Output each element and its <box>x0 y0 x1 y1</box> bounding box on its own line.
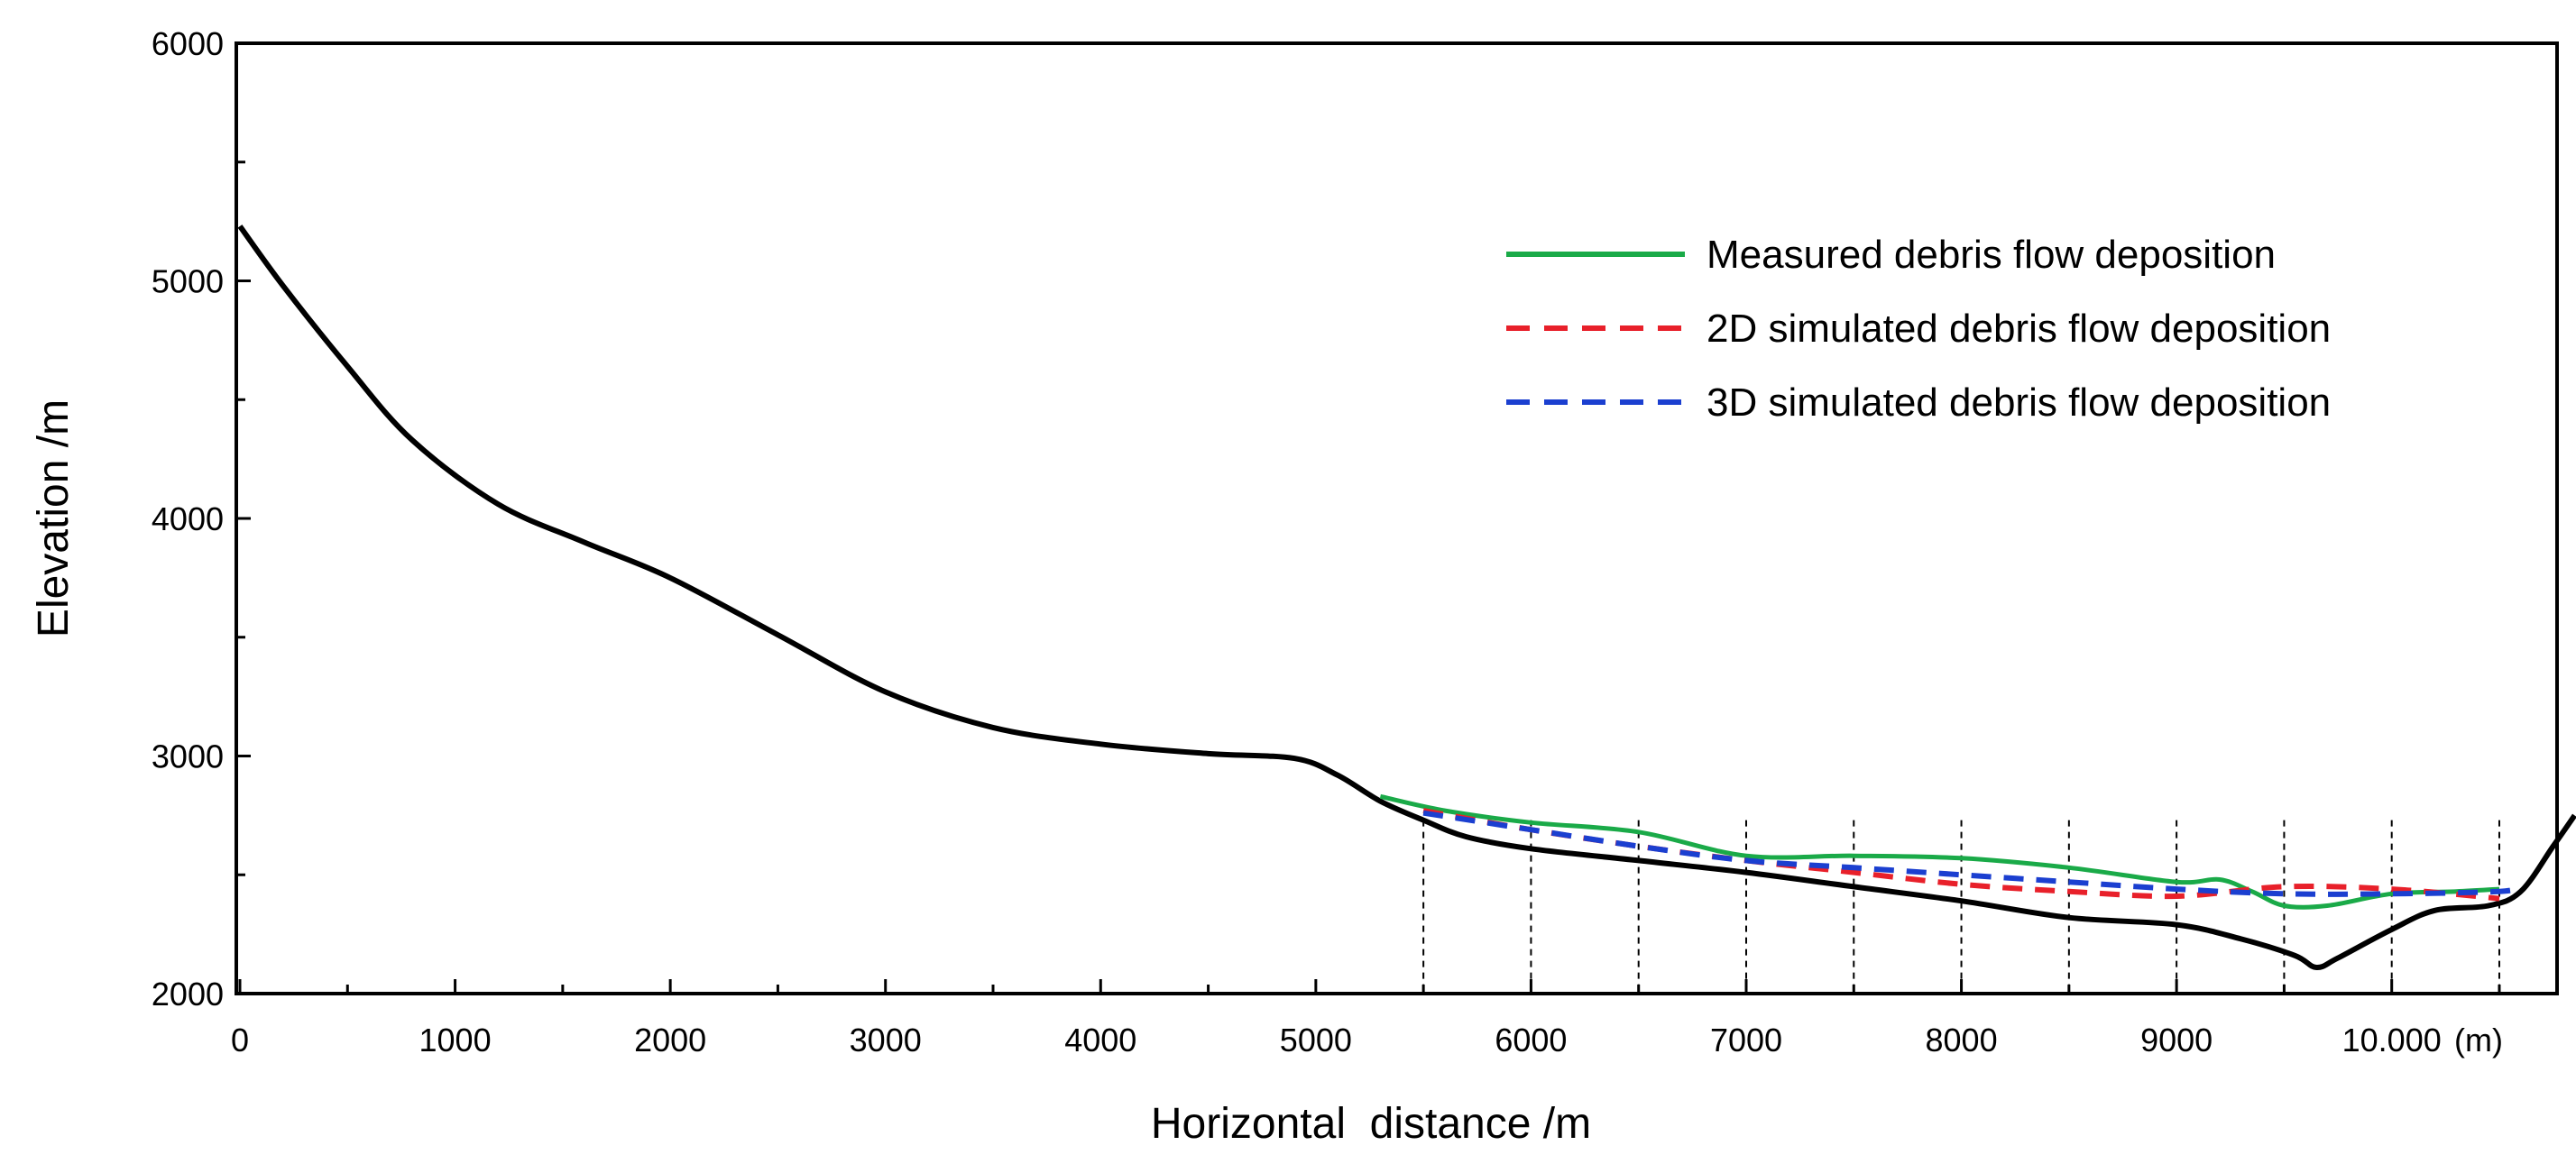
measured-deposition-line <box>1379 793 2500 910</box>
x-tick-label: 5000 <box>1280 1022 1352 1059</box>
y-tick-label: 4000 <box>152 500 224 537</box>
x-tick-label: 0 <box>231 1022 249 1059</box>
legend-measured: Measured debris flow deposition <box>1506 233 2276 277</box>
y-tick-label: 3000 <box>152 738 224 775</box>
x-tick-label: 2000 <box>634 1022 706 1059</box>
axis-ticks: 0 1000 2000 3000 4000 5000 6000 7000 8000 9000 10.… <box>152 25 2501 1059</box>
legend-3d-simulated: 3D simulated debris flow deposition <box>1506 380 2331 425</box>
legend-label: 3D simulated debris flow deposition <box>1707 380 2331 425</box>
3d-simulated-deposition-line <box>1422 810 2522 897</box>
legend-label: Measured debris flow deposition <box>1707 233 2276 277</box>
x-tick-label: 4000 <box>1064 1022 1136 1059</box>
y-tick-label: 2000 <box>152 976 224 1013</box>
legend-label: 2D simulated debris flow deposition <box>1707 307 2331 351</box>
y-tick-label: 6000 <box>152 25 224 62</box>
y-axis-title: Elevation /m <box>30 399 78 637</box>
terrain-profile-line <box>237 225 2576 971</box>
x-unit-label: (m) <box>2454 1022 2503 1059</box>
x-tick-label: 6000 <box>1495 1022 1567 1059</box>
legend: Measured debris flow deposition 2D simula… <box>1506 233 2331 425</box>
x-axis-title: Horizontal distance /m <box>1151 1100 1591 1148</box>
x-tick-label: 1000 <box>419 1022 492 1059</box>
x-tick-label: 8000 <box>1926 1022 1998 1059</box>
x-tick-label: 10.000 <box>2342 1022 2442 1059</box>
legend-2d-simulated: 2D simulated debris flow deposition <box>1506 307 2331 351</box>
x-tick-label: 3000 <box>850 1022 922 1059</box>
y-tick-label: 5000 <box>152 263 224 300</box>
x-tick-label: 9000 <box>2140 1022 2213 1059</box>
x-tick-label: 7000 <box>1710 1022 1782 1059</box>
series-layer <box>237 225 2576 971</box>
